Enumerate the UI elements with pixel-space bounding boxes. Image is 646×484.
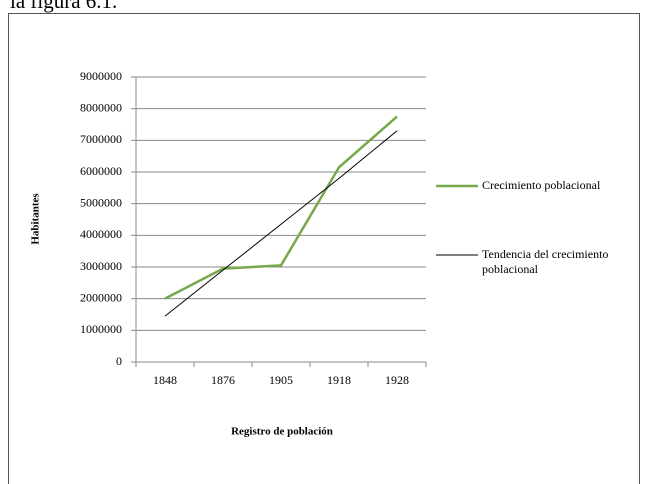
heading: la figura 6.1. <box>10 0 117 13</box>
y-tick-label: 3000000 <box>80 259 122 273</box>
legend-line: Crecimiento poblacional <box>482 178 601 192</box>
x-tick-label: 1905 <box>269 373 293 387</box>
y-tick-label: 1000000 <box>80 322 122 336</box>
y-tick-label: 5000000 <box>80 195 122 209</box>
y-tick-label: 6000000 <box>80 164 122 178</box>
series-line <box>164 130 398 317</box>
x-tick-label: 1928 <box>385 373 409 387</box>
legend-label: Tendencia del crecimiento poblacional <box>482 247 608 276</box>
legend-line: Tendencia del crecimiento <box>482 247 608 261</box>
y-tick-label: 2000000 <box>80 290 122 304</box>
legend-label: Crecimiento poblacional <box>482 178 601 192</box>
y-tick-label: 7000000 <box>80 132 122 146</box>
chart-frame <box>8 13 640 484</box>
x-tick-label: 1876 <box>211 373 235 387</box>
x-tick-label: 1848 <box>153 373 177 387</box>
y-tick-label: 0 <box>116 354 122 368</box>
x-tick-label: 1918 <box>327 373 351 387</box>
legend-line: poblacional <box>482 262 539 276</box>
y-tick-label: 4000000 <box>80 227 122 241</box>
y-tick-label: 9000000 <box>80 69 122 83</box>
y-axis-label: Habitantes <box>30 193 42 245</box>
series-line <box>164 115 398 300</box>
x-axis-label: Registro de población <box>231 426 333 438</box>
y-tick-label: 8000000 <box>80 100 122 114</box>
